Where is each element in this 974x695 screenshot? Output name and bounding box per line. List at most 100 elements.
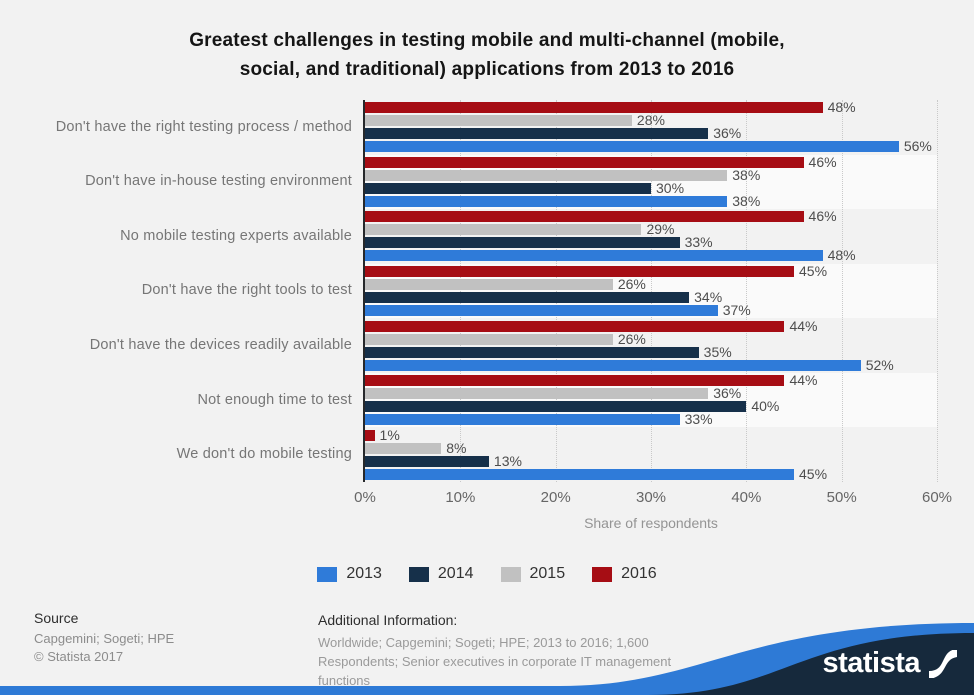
additional-information-heading: Additional Information: (318, 612, 458, 628)
statista-wave-icon (929, 649, 957, 678)
bar-value-label: 26% (617, 275, 646, 292)
legend-label-2015: 2015 (529, 565, 566, 582)
bar-row-2014: 40% (365, 398, 937, 415)
bar-value-label: 45% (799, 262, 828, 279)
bar-row-2014: 30% (365, 179, 937, 196)
category-label: Don't have in-house testing environment (85, 173, 352, 190)
bar-value-label: 48% (827, 247, 856, 264)
additional-information-block: Additional Information: Worldwide; Capge… (318, 612, 698, 691)
page-title-line-2: social, and traditional) applications fr… (239, 59, 735, 80)
bar-row-2016: 1% (365, 426, 937, 443)
bar-value-label: 33% (684, 411, 713, 428)
x-tick-20%: 20% (540, 489, 571, 506)
y-axis-line (363, 100, 365, 482)
bar-group: 44% 36% 40% 33% (365, 373, 937, 428)
bar-value-label: 48% (827, 99, 856, 116)
bar-value-label: 46% (808, 153, 837, 170)
gridline-20% (555, 100, 557, 482)
category-axis-labels: Don't have the right testing process / m… (16, 100, 352, 482)
bar-value-label: 26% (617, 330, 646, 347)
bar-row-2015: 26% (365, 330, 937, 347)
bar-row-2015: 29% (365, 221, 937, 238)
bar-row-2013: 37% (365, 303, 937, 317)
bar-value-label: 33% (684, 234, 713, 251)
bar-value-label: 44% (789, 372, 818, 389)
category-label: Don't have the devices readily available (89, 337, 352, 354)
x-axis-title: Share of respondents (584, 515, 718, 531)
legend-swatch-2016 (592, 566, 613, 582)
bar-row-2013: 45% (365, 465, 937, 482)
bar-value-label: 30% (656, 179, 685, 196)
x-tick-40%: 40% (731, 489, 762, 506)
bar-row-2016: 48% (365, 99, 937, 116)
bar-row-2014: 34% (365, 288, 937, 305)
statista-logo: statista (822, 649, 957, 678)
bar-row-2015: 8% (365, 439, 937, 456)
bar-2016 (365, 211, 804, 223)
gridline-50% (841, 100, 843, 482)
bar-value-label: 38% (732, 166, 761, 183)
plot-area: 48% 28% 36% 56% 46% 38% 30% 38% 46% 29% 33% 48% 45% 2… (365, 99, 938, 482)
legend-item-2014: 2014 (408, 565, 474, 583)
bar-row-2015: 26% (365, 275, 937, 292)
x-tick-50%: 50% (826, 489, 857, 506)
bar-value-label: 45% (799, 465, 828, 482)
category-label: Not enough time to test (197, 391, 352, 408)
category-label: Don't have the right testing process / m… (55, 118, 352, 135)
x-tick-10%: 10% (445, 489, 476, 506)
bar-row-2014: 33% (365, 234, 937, 251)
bar-group: 44% 26% 35% 52% (365, 318, 937, 373)
x-tick-60%: 60% (921, 489, 953, 506)
legend-label-2016: 2016 (621, 565, 657, 582)
legend-swatch-2014 (408, 566, 429, 582)
bar-2013 (365, 195, 728, 207)
category-label: No mobile testing experts available (120, 227, 352, 244)
bar-2015 (365, 388, 709, 400)
bar-row-2013: 38% (365, 192, 937, 209)
source-block: Source Capgemini; Sogeti; HPE © Statista… (34, 610, 174, 664)
bar-value-label: 38% (732, 192, 761, 209)
category-label: We don't do mobile testing (176, 446, 352, 463)
bar-2014 (365, 291, 690, 303)
bar-2016 (365, 429, 375, 441)
bar-row-2016: 44% (365, 319, 937, 333)
bar-value-label: 56% (903, 138, 932, 155)
legend-swatch-2015 (500, 566, 521, 582)
legend-item-2016: 2016 (592, 565, 657, 583)
bar-group: 1% 8% 13% 45% (365, 427, 937, 482)
bar-2014 (365, 182, 651, 194)
x-axis-ticks: 0% 10% 20% 30% 40% 50% 60% (354, 489, 952, 509)
legend-label-2014: 2014 (437, 565, 474, 582)
legend-swatch-2013 (317, 566, 338, 582)
bar-value-label: 8% (446, 439, 467, 456)
bar-2014 (365, 237, 680, 249)
page-title-line-1: Greatest challenges in testing mobile an… (189, 30, 785, 51)
bar-2013 (365, 359, 861, 371)
bar-2013 (365, 250, 823, 262)
bar-2016 (365, 375, 785, 387)
statista-logo-text: statista (822, 647, 920, 679)
bar-row-2016: 44% (365, 372, 937, 389)
bar-group: 46% 29% 33% 48% (365, 209, 937, 264)
bar-value-label: 1% (379, 426, 400, 443)
bar-row-2016: 46% (365, 209, 937, 223)
bar-row-2013: 33% (365, 411, 937, 428)
bar-2014 (365, 128, 709, 140)
gridline-40% (746, 100, 748, 482)
bar-value-label: 40% (751, 398, 780, 415)
bar-value-label: 35% (703, 343, 732, 360)
gridline-30% (651, 100, 652, 482)
bar-value-label: 34% (694, 288, 723, 305)
legend-item-2015: 2015 (500, 565, 566, 583)
bar-2013 (365, 304, 718, 316)
bar-value-label: 29% (646, 221, 675, 238)
bar-group: 46% 38% 30% 38% (365, 155, 937, 210)
bar-value-label: 52% (865, 356, 894, 373)
bar-row-2013: 52% (365, 356, 937, 373)
additional-information-text: Worldwide; Capgemini; Sogeti; HPE; 2013 … (318, 635, 672, 688)
bar-row-2014: 36% (365, 126, 937, 140)
copyright-line: © Statista 2017 (34, 649, 124, 664)
gridline-10% (460, 100, 462, 482)
bar-2014 (365, 455, 489, 467)
